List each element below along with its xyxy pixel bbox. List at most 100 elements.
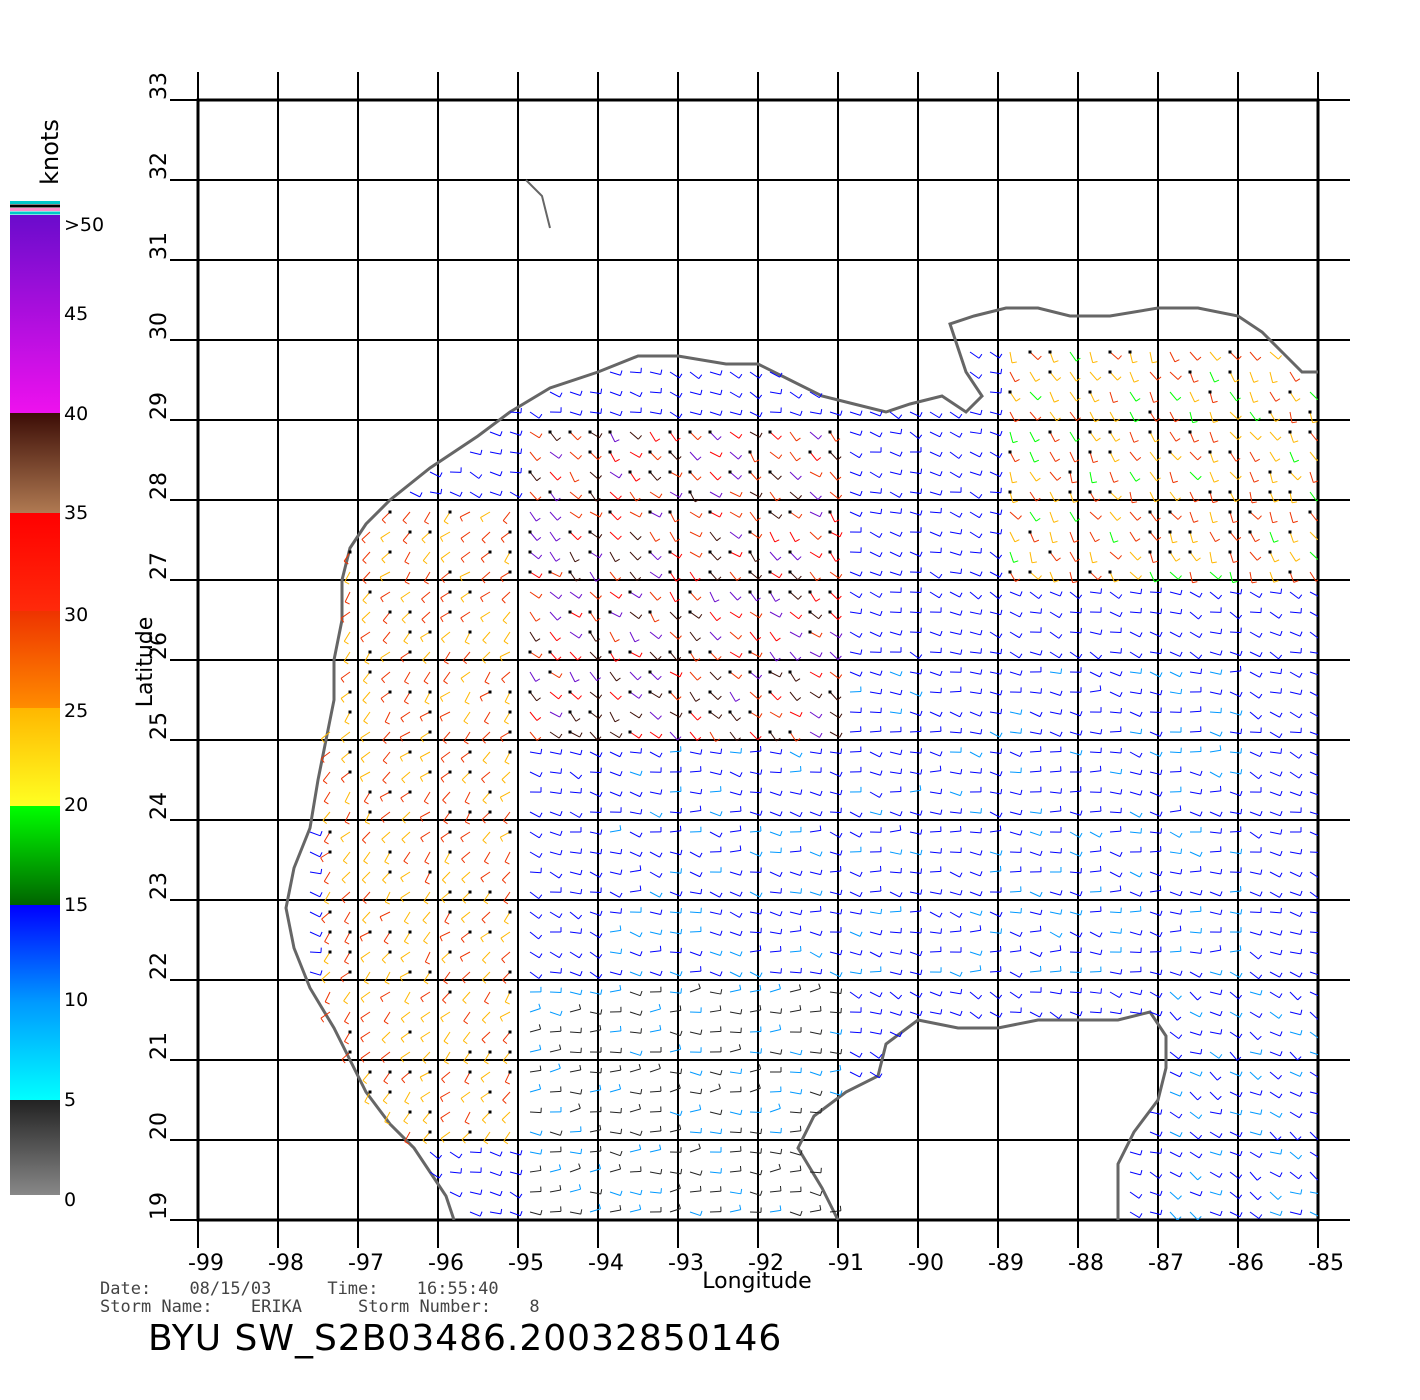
wind-barb-feather (1300, 1189, 1303, 1195)
wind-barb-feather (1257, 515, 1262, 520)
longitude-tick-label: -88 (1068, 1251, 1104, 1276)
wind-barb (729, 791, 741, 796)
wind-barb (1309, 1151, 1318, 1158)
wind-barb-feather (1177, 1216, 1182, 1220)
wind-barb (1309, 871, 1318, 878)
wind-barb-feather (1220, 909, 1223, 915)
rain-flag (628, 650, 632, 654)
wind-barb-feather (1159, 1131, 1163, 1137)
wind-barb-feather (1075, 377, 1081, 382)
rain-flag (748, 710, 752, 714)
wind-barb (1029, 951, 1041, 958)
wind-barb (1189, 1111, 1200, 1120)
wind-barb (1129, 431, 1135, 443)
wind-barb-feather (401, 619, 406, 624)
wind-barb (361, 871, 371, 881)
wind-barb-feather (1019, 972, 1023, 978)
wind-barb (649, 931, 661, 936)
rain-flag (708, 570, 712, 574)
wind-barb (709, 371, 721, 376)
wind-barb-feather (938, 573, 943, 579)
colorbar-tick-label: 45 (64, 303, 88, 325)
wind-barb-feather (1219, 811, 1223, 817)
wind-barb (1089, 850, 1101, 853)
wind-barb (669, 471, 681, 478)
wind-barb-feather (959, 473, 963, 478)
wind-barb (1249, 351, 1258, 361)
wind-barb-feather (960, 568, 963, 574)
wind-barb-feather (400, 877, 404, 883)
wind-barb-feather (1300, 929, 1303, 935)
wind-barb-feather (360, 957, 365, 963)
time-label: Time: (327, 1279, 379, 1299)
wind-barb (1169, 1071, 1181, 1078)
wind-barb-feather (1295, 378, 1301, 382)
wind-barb (1209, 1151, 1221, 1156)
wind-barb (789, 1170, 801, 1173)
wind-barb-feather (600, 1009, 603, 1015)
wind-barb-feather (699, 1070, 703, 1076)
wind-barb-feather (657, 675, 662, 681)
wind-barb (909, 871, 921, 874)
wind-barb (749, 1030, 762, 1033)
wind-barb (889, 711, 901, 715)
wind-barb-feather (579, 732, 583, 738)
wind-barb-feather (441, 578, 445, 584)
wind-barb (929, 730, 942, 733)
wind-barb (769, 1190, 781, 1193)
rain-flag (468, 930, 472, 934)
wind-barb-feather (1292, 520, 1298, 524)
wind-barb-feather (1000, 669, 1003, 675)
wind-barb-feather (800, 1089, 803, 1095)
wind-barb (1229, 1011, 1240, 1018)
wind-barb-feather (796, 697, 802, 701)
wind-barb-feather (660, 1168, 663, 1175)
wind-barb-feather (880, 908, 883, 914)
wind-barb (989, 351, 1000, 359)
wind-barb (789, 411, 801, 417)
wind-barb (889, 971, 901, 976)
wind-barb (869, 991, 881, 998)
wind-barb (1089, 951, 1101, 956)
wind-barb-feather (559, 572, 563, 577)
wind-barb-feather (1132, 361, 1138, 364)
rain-flag (368, 590, 372, 594)
wind-barb (1189, 710, 1202, 713)
wind-barb (1189, 791, 1201, 795)
wind-barb-feather (659, 752, 663, 758)
wind-barb-feather (660, 789, 663, 795)
wind-barb-feather (1258, 774, 1263, 780)
wind-barb-feather (998, 353, 1003, 359)
wind-barb (1269, 431, 1278, 441)
wind-barb-feather (1238, 994, 1243, 1000)
wind-barb (1069, 831, 1080, 838)
wind-barb-feather (778, 1103, 781, 1109)
wind-barb (929, 870, 942, 873)
wind-barb (689, 770, 702, 773)
wind-barb-feather (739, 891, 743, 897)
wind-barb (529, 851, 540, 858)
wind-barb-feather (480, 517, 484, 523)
wind-barb-feather (1135, 538, 1141, 542)
wind-barb (909, 1011, 921, 1017)
wind-barb-feather (384, 981, 390, 985)
wind-barb-feather (539, 853, 543, 858)
wind-barb-feather (700, 749, 703, 755)
wind-barb (849, 471, 861, 477)
wind-barb-feather (400, 1018, 405, 1023)
wind-barb (1149, 931, 1161, 938)
wind-barb (649, 851, 660, 858)
wind-barb-feather (1239, 1071, 1243, 1077)
rain-flag (468, 1070, 472, 1074)
wind-barb (1149, 411, 1157, 422)
wind-barb-feather (464, 701, 470, 705)
rain-flag (1108, 430, 1112, 434)
wind-barb-feather (1035, 378, 1041, 382)
wind-barb-feather (1020, 789, 1023, 795)
wind-barb (989, 551, 999, 560)
rain-flag (1148, 530, 1152, 534)
wind-barb (869, 1031, 881, 1035)
wind-barb-feather (340, 698, 345, 703)
wind-barb (569, 1151, 581, 1155)
rain-flag (648, 610, 652, 614)
